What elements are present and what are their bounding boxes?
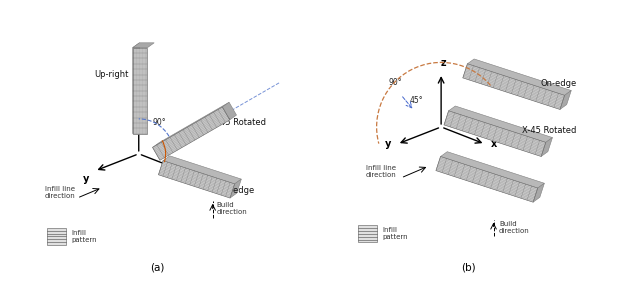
Polygon shape xyxy=(230,179,241,198)
Polygon shape xyxy=(441,152,544,188)
Text: z: z xyxy=(139,85,144,95)
Text: x: x xyxy=(490,139,497,149)
Text: 45°: 45° xyxy=(410,97,424,105)
Polygon shape xyxy=(449,106,552,142)
Text: Flat: Flat xyxy=(511,186,527,194)
Polygon shape xyxy=(436,157,538,202)
Polygon shape xyxy=(158,161,235,198)
Bar xyxy=(358,225,377,242)
Polygon shape xyxy=(152,102,229,147)
Polygon shape xyxy=(133,43,154,48)
Polygon shape xyxy=(163,156,241,184)
Polygon shape xyxy=(560,90,571,110)
Text: Infill line
direction: Infill line direction xyxy=(366,165,397,178)
Text: Up-right: Up-right xyxy=(94,70,129,79)
Text: Infill line
direction: Infill line direction xyxy=(45,186,76,199)
Text: Infill
pattern: Infill pattern xyxy=(382,227,407,240)
Polygon shape xyxy=(152,107,230,160)
Polygon shape xyxy=(444,111,546,156)
Polygon shape xyxy=(467,59,571,95)
Text: y: y xyxy=(385,139,392,149)
Text: Y-45 Rotated: Y-45 Rotated xyxy=(213,118,266,127)
Text: 90°: 90° xyxy=(152,118,166,127)
Polygon shape xyxy=(133,48,147,134)
Polygon shape xyxy=(222,102,236,120)
Text: On-edge: On-edge xyxy=(218,186,255,194)
Polygon shape xyxy=(133,43,139,134)
Text: 90°: 90° xyxy=(389,78,402,87)
Text: (a): (a) xyxy=(150,262,165,272)
Text: Build
direction: Build direction xyxy=(499,221,530,234)
Polygon shape xyxy=(541,138,552,156)
Text: Infill
pattern: Infill pattern xyxy=(72,230,97,243)
Text: 45°: 45° xyxy=(163,142,177,151)
Polygon shape xyxy=(533,183,544,202)
Polygon shape xyxy=(463,64,565,110)
Text: x: x xyxy=(188,174,195,184)
Text: y: y xyxy=(83,174,89,184)
Text: On-edge: On-edge xyxy=(540,79,577,88)
Bar xyxy=(47,228,66,245)
Text: (b): (b) xyxy=(461,262,475,272)
Text: X-45 Rotated: X-45 Rotated xyxy=(522,127,576,136)
Text: z: z xyxy=(441,58,447,68)
Text: Build
direction: Build direction xyxy=(217,202,248,215)
